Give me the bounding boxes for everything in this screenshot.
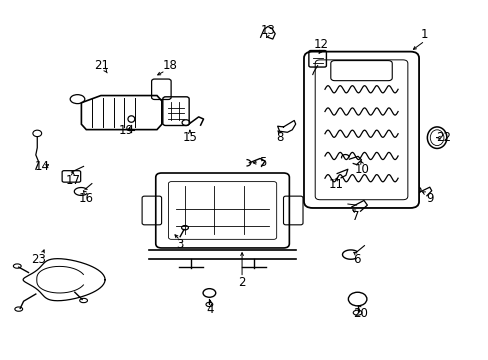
Text: 6: 6 — [352, 253, 360, 266]
Text: 23: 23 — [31, 253, 46, 266]
Text: 7: 7 — [351, 210, 359, 223]
Text: 18: 18 — [163, 59, 178, 72]
Text: 5: 5 — [259, 156, 266, 169]
Text: 1: 1 — [420, 28, 428, 41]
Text: 15: 15 — [182, 131, 197, 144]
Text: 21: 21 — [94, 59, 109, 72]
Text: 13: 13 — [260, 24, 275, 37]
Text: 3: 3 — [176, 238, 183, 251]
Text: 20: 20 — [352, 307, 367, 320]
Text: 14: 14 — [35, 160, 50, 173]
Text: 10: 10 — [354, 163, 369, 176]
Text: 4: 4 — [206, 303, 214, 316]
Text: 9: 9 — [425, 192, 433, 205]
Text: 2: 2 — [238, 276, 245, 289]
Text: 22: 22 — [435, 131, 450, 144]
Text: 17: 17 — [65, 174, 80, 187]
Text: 11: 11 — [328, 178, 343, 191]
Text: 19: 19 — [119, 124, 134, 137]
Text: 12: 12 — [313, 38, 328, 51]
Text: 8: 8 — [275, 131, 283, 144]
Text: 16: 16 — [79, 192, 93, 205]
